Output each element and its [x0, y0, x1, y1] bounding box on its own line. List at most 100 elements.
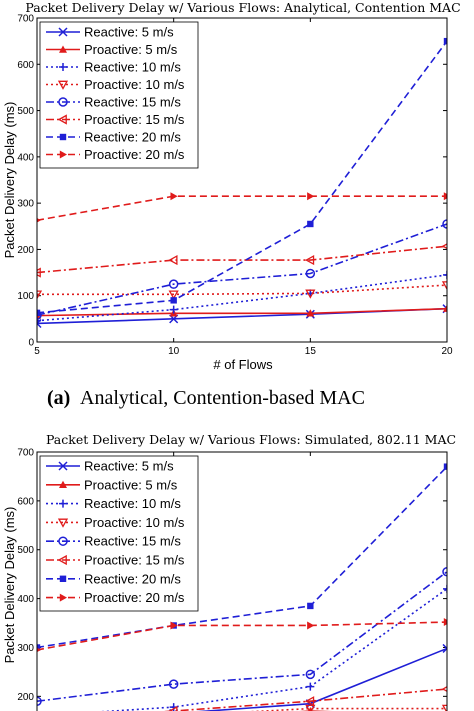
data-point	[442, 566, 447, 577]
data-point	[305, 289, 316, 299]
data-point	[305, 669, 316, 680]
legend-marker	[59, 63, 67, 71]
data-point	[168, 679, 179, 689]
data-point	[304, 254, 315, 266]
data-point	[443, 304, 447, 312]
chart-title: Packet Delivery Delay w/ Various Flows: …	[25, 0, 460, 15]
data-point	[307, 602, 314, 610]
data-point	[307, 220, 314, 228]
series-line	[37, 307, 447, 317]
data-point	[170, 192, 178, 201]
y-axis-label: Packet Delivery Delay (ms)	[2, 507, 17, 664]
data-point	[168, 254, 178, 266]
legend-marker	[58, 27, 68, 37]
y-tick-label: 300	[17, 199, 34, 210]
series-proactive-20-m-s	[37, 192, 447, 223]
chart-title: Packet Delivery Delay w/ Various Flows: …	[46, 432, 456, 447]
legend-marker	[59, 45, 67, 53]
data-point	[443, 463, 447, 470]
series-reactive-15-m-s	[37, 219, 447, 320]
legend-marker	[57, 114, 67, 125]
data-point	[442, 219, 447, 229]
legend-item: Reactive: 15 m/s	[46, 95, 181, 110]
series-line	[37, 245, 447, 274]
data-point	[442, 643, 447, 653]
series-proactive-20-m-s	[37, 618, 447, 653]
legend-item: Reactive: 15 m/s	[46, 534, 181, 549]
y-tick-label: 0	[28, 338, 34, 349]
legend-item: Proactive: 15 m/s	[46, 112, 185, 127]
legend-marker	[59, 499, 67, 508]
x-tick-label: 15	[305, 346, 317, 357]
data-point	[37, 218, 41, 223]
legend-label: Reactive: 5 m/s	[84, 25, 174, 40]
data-point	[441, 704, 447, 711]
series-proactive-15-m-s	[162, 686, 447, 711]
legend-item: Reactive: 5 m/s	[46, 25, 174, 40]
legend-item: Proactive: 5 m/s	[46, 477, 178, 492]
legend-item: Reactive: 20 m/s	[46, 130, 181, 145]
legend-label: Proactive: 5 m/s	[84, 477, 178, 492]
data-point	[37, 310, 42, 320]
data-point	[304, 696, 315, 707]
legend-marker	[59, 575, 67, 582]
legend-label: Proactive: 10 m/s	[84, 77, 185, 92]
series-line	[37, 195, 447, 222]
data-point	[307, 621, 315, 630]
legend-item: Reactive: 20 m/s	[46, 571, 181, 586]
series-proactive-10-m-s	[37, 281, 447, 300]
series-proactive-10-m-s	[249, 704, 447, 711]
data-point	[37, 309, 41, 317]
y-tick-label: 600	[17, 496, 34, 507]
legend-marker	[59, 150, 67, 159]
legend-item: Proactive: 5 m/s	[46, 42, 178, 57]
y-tick-label: 400	[17, 152, 34, 163]
data-point	[37, 647, 41, 653]
data-point	[37, 290, 43, 300]
legend-marker	[57, 554, 67, 566]
chart-simulated: Packet Delivery Delay w/ Various Flows: …	[2, 432, 456, 711]
legend-label: Reactive: 20 m/s	[84, 130, 181, 145]
legend-label: Proactive: 10 m/s	[84, 515, 185, 530]
series-line	[100, 588, 447, 711]
data-point	[306, 309, 315, 317]
legend-item: Reactive: 5 m/s	[46, 459, 174, 474]
series-line	[37, 284, 447, 296]
legend-label: Reactive: 10 m/s	[84, 496, 181, 511]
plot-frame	[36, 451, 448, 711]
legend-label: Reactive: 20 m/s	[84, 571, 181, 586]
data-point	[37, 267, 41, 278]
caption: (a) Analytical, Contention-based MAC	[47, 387, 365, 409]
legend-item: Proactive: 10 m/s	[46, 77, 185, 92]
legend-label: Proactive: 15 m/s	[84, 112, 185, 127]
data-point	[305, 268, 316, 279]
y-axis-label: Packet Delivery Delay (ms)	[2, 102, 17, 259]
legend-marker	[59, 133, 67, 141]
x-tick-label: 5	[34, 346, 40, 357]
y-tick-label: 600	[17, 60, 34, 71]
data-point	[306, 682, 315, 691]
x-tick-label: 20	[441, 346, 453, 357]
data-point	[307, 192, 315, 201]
data-point	[443, 270, 447, 279]
data-point	[305, 704, 316, 711]
legend-marker	[59, 593, 67, 602]
series-reactive-15-m-s	[37, 566, 447, 706]
legend: Reactive: 5 m/s Proactive: 5 m/s Reactive:…	[39, 21, 199, 169]
x-tick-label: 10	[168, 346, 180, 357]
data-point	[37, 316, 41, 325]
plot-frame	[36, 17, 448, 343]
legend-label: Reactive: 10 m/s	[84, 60, 181, 75]
series-line	[37, 274, 447, 322]
data-point	[37, 696, 42, 706]
legend-marker	[58, 97, 68, 107]
y-tick-label: 200	[17, 245, 34, 256]
data-point	[443, 192, 447, 201]
plot-area	[37, 37, 447, 329]
legend-marker	[57, 518, 69, 528]
series-line	[196, 647, 447, 711]
series-line	[37, 571, 447, 703]
series-line	[37, 466, 447, 649]
data-point	[441, 281, 447, 291]
